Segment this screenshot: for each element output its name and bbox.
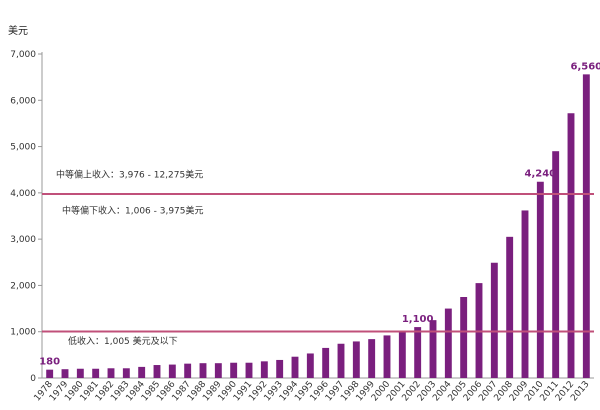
y-tick-label: 7,000: [10, 50, 36, 60]
y-tick-label: 6,000: [10, 96, 36, 106]
y-tick-label: 4,000: [10, 189, 36, 199]
bar: [260, 361, 268, 378]
bar: [168, 364, 176, 378]
income-annotation: 中等偏下收入：1,006 - 3,975美元: [62, 204, 204, 216]
y-tick-label: 2,000: [10, 281, 36, 291]
bar: [214, 363, 222, 378]
bar: [322, 347, 330, 378]
bar: [414, 327, 422, 378]
bar: [383, 335, 391, 378]
bar: [122, 368, 130, 378]
bar: [506, 236, 514, 378]
bar: [444, 308, 452, 378]
bar: [153, 365, 161, 378]
bars: [46, 74, 590, 378]
bar: [460, 297, 468, 378]
bar: [245, 362, 253, 378]
data-label: 6,560: [571, 61, 600, 72]
bar: [429, 320, 437, 378]
bar: [107, 368, 115, 378]
bar: [76, 368, 84, 378]
y-axis-label: 美元: [8, 24, 28, 37]
bar: [291, 356, 299, 378]
bar: [199, 363, 207, 378]
y-tick-label: 1,000: [10, 328, 36, 338]
income-annotation: 低收入：1,005 美元及以下: [68, 335, 178, 347]
y-tick-label: 3,000: [10, 235, 36, 245]
bar: [368, 339, 376, 378]
data-label: 4,240: [525, 169, 557, 180]
bar: [61, 369, 69, 378]
bar: [352, 341, 360, 378]
y-axis-ticks: 0 1,000 2,000 3,000 4,000 5,000 6,000 7,000: [10, 50, 42, 384]
bar: [567, 113, 575, 378]
data-label: 1,100: [402, 314, 434, 325]
bar: [398, 331, 406, 378]
y-tick-label: 5,000: [10, 143, 36, 153]
x-axis-ticks: 1978197919801981198219831984198519861987…: [33, 379, 592, 403]
bar: [521, 210, 529, 378]
bar: [184, 363, 192, 378]
bar: [552, 151, 560, 378]
bar: [337, 343, 345, 378]
income-annotation: 中等偏上收入：3,976 - 12,275美元: [56, 168, 203, 180]
data-labels: 180 1,100 4,240 6,560: [39, 61, 600, 367]
bar: [46, 369, 54, 378]
y-tick-label: 0: [30, 374, 36, 384]
bar: [230, 362, 238, 378]
data-label: 180: [39, 357, 60, 368]
bar: [582, 74, 590, 378]
bar: [306, 353, 314, 378]
bar: [536, 181, 544, 378]
income-threshold-lines: [42, 193, 594, 333]
bar: [92, 368, 100, 378]
bar: [138, 366, 146, 378]
bar: [490, 262, 498, 378]
bar: [276, 359, 284, 378]
